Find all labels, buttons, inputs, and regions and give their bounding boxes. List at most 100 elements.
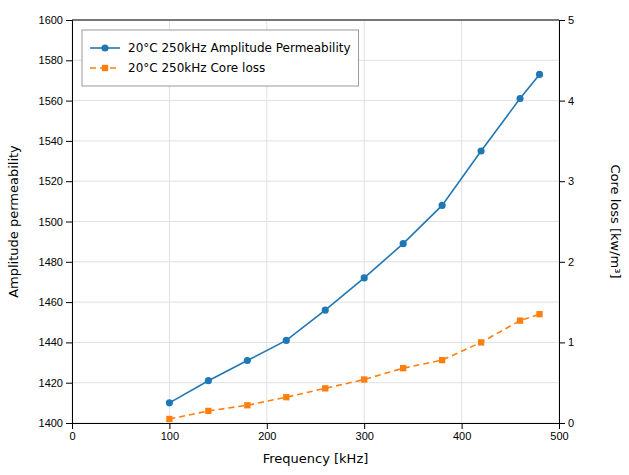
grid-line <box>72 342 559 343</box>
point <box>478 147 485 154</box>
tick-label: 1 <box>568 336 574 348</box>
grid-line <box>72 221 559 222</box>
grid-line <box>72 382 559 383</box>
tick: 3 <box>559 175 574 187</box>
tick: 1500 <box>39 216 72 228</box>
point <box>205 408 211 414</box>
tick-mark <box>66 302 72 303</box>
tick: 300 <box>356 423 374 442</box>
tick-mark <box>66 342 72 343</box>
tick-mark <box>66 423 72 424</box>
point <box>322 307 329 314</box>
chart: 0 100 200 300 400 500 1400 1 4 2 0 1440 1460 1480 1500… <box>0 0 629 475</box>
tick-label: 1540 <box>39 135 63 147</box>
tick: 400 <box>453 423 471 442</box>
y2-axis: 0 1 2 3 4 5 <box>559 14 574 429</box>
tick-mark <box>169 423 170 429</box>
tick-label: 300 <box>356 430 374 442</box>
tick-mark <box>66 262 72 263</box>
legend-label: 20°C 250kHz Amplitude Permeability <box>128 41 351 55</box>
point <box>478 339 484 345</box>
point <box>516 95 523 102</box>
tick-mark <box>66 20 72 21</box>
tick: 1520 <box>39 175 72 187</box>
point <box>439 357 445 363</box>
tick: 1400 <box>39 417 72 429</box>
tick-label: 100 <box>161 430 179 442</box>
legend-label: 20°C 250kHz Core loss <box>128 61 265 75</box>
point <box>205 377 212 384</box>
tick-label: 1560 <box>39 95 63 107</box>
tick-label: 1580 <box>39 54 63 66</box>
tick-label: 1460 <box>39 296 63 308</box>
point <box>283 394 289 400</box>
tick-mark <box>267 423 268 429</box>
axis-line <box>73 424 560 430</box>
tick: 1540 <box>39 135 72 147</box>
tick: 2 <box>559 256 574 268</box>
tick-mark <box>66 60 72 61</box>
tick: 200 <box>258 423 276 442</box>
tick-mark <box>559 101 565 102</box>
y-axis-title: Amplitude permeability <box>6 145 21 298</box>
point <box>361 274 368 281</box>
tick-label: 4 <box>568 95 574 107</box>
grid-line <box>72 261 559 262</box>
point <box>283 337 290 344</box>
tick: 4 <box>559 95 574 107</box>
grid-line <box>72 302 559 303</box>
point <box>166 399 173 406</box>
tick-label: 500 <box>550 430 568 442</box>
tick-label: 1480 <box>39 256 63 268</box>
tick-mark <box>66 181 72 182</box>
grid-line <box>72 100 559 101</box>
tick: 1560 <box>39 95 72 107</box>
tick-mark <box>66 101 72 102</box>
tick-mark <box>364 423 365 429</box>
axis-line <box>560 21 566 424</box>
tick-mark <box>66 141 72 142</box>
tick-label: 0 <box>568 417 574 429</box>
tick: 1460 <box>39 296 72 308</box>
legend: 20°C 250kHz Amplitude Permeability 20°C 2… <box>82 30 359 86</box>
tick-label: 1520 <box>39 175 63 187</box>
legend-box <box>82 30 359 86</box>
grid-line <box>72 181 559 182</box>
y2-axis-title: Core loss [kw/m³] <box>608 164 623 278</box>
tick: 1440 <box>39 336 72 348</box>
point <box>400 240 407 247</box>
tick-mark <box>559 20 565 21</box>
tick: 1580 <box>39 54 72 66</box>
grid <box>72 20 559 423</box>
tick-label: 200 <box>258 430 276 442</box>
tick: 5 <box>559 14 574 26</box>
point <box>244 357 251 364</box>
point <box>536 71 543 78</box>
tick-label: 1600 <box>39 14 63 26</box>
tick-mark <box>559 423 565 424</box>
tick-mark <box>66 222 72 223</box>
tick-label: 5 <box>568 14 574 26</box>
frame <box>72 20 559 21</box>
legend-item: 20°C 250kHz Core loss <box>90 61 265 75</box>
marks <box>166 71 543 422</box>
axis-line <box>66 21 73 424</box>
tick-label: 1500 <box>39 216 63 228</box>
legend-marker <box>101 44 108 51</box>
tick: 0 <box>559 417 574 429</box>
x-axis-title: Frequency [kHz] <box>263 451 369 466</box>
y-axis: 1400142014401460148015001520154015601580… <box>39 14 73 429</box>
point <box>400 365 406 371</box>
tick-label: 2 <box>568 256 574 268</box>
tick: 0 <box>69 423 75 442</box>
point <box>517 317 523 323</box>
tick: 1 <box>559 336 574 348</box>
tick-mark <box>559 342 565 343</box>
legend-marker <box>102 65 108 71</box>
plot: 0 100 200 300 400 500 1400 1 4 2 0 1440 1460 1480 1500… <box>39 14 575 442</box>
tick: 100 <box>161 423 179 442</box>
tick-mark <box>559 181 565 182</box>
point <box>166 416 172 422</box>
grid-line <box>72 140 559 141</box>
tick-label: 1400 <box>39 417 63 429</box>
